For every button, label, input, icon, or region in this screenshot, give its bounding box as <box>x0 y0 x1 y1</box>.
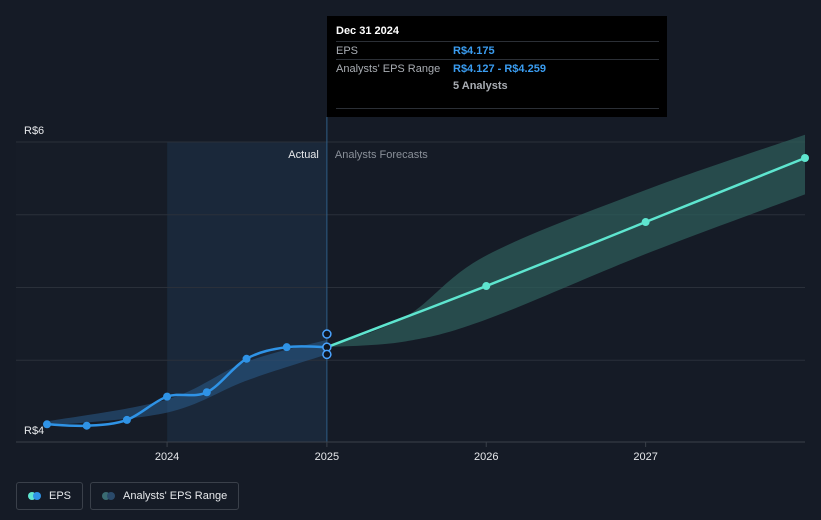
tooltip-value: R$4.175 <box>453 44 495 57</box>
legend-swatch-icon <box>102 492 116 500</box>
eps-range-band-forecast <box>326 134 805 348</box>
x-tick-label: 2025 <box>315 451 339 463</box>
legend-label: EPS <box>49 490 72 502</box>
eps-point <box>242 354 251 363</box>
eps-point <box>282 343 291 352</box>
eps-point <box>202 388 211 397</box>
hover-marker <box>322 329 332 339</box>
x-tick-label: 2027 <box>633 451 657 463</box>
eps-point <box>82 421 91 430</box>
legend-dot <box>33 492 41 500</box>
eps-forecast-point <box>641 218 650 227</box>
tooltip-label: EPS <box>336 44 359 57</box>
eps-forecast-point <box>482 282 491 291</box>
tooltip-label: Analysts' EPS Range <box>336 62 441 75</box>
history-region-shade <box>16 142 168 442</box>
tooltip-value: 5 Analysts <box>453 79 508 92</box>
eps-forecast-line <box>326 156 806 349</box>
y-tick-label: R$6 <box>24 125 44 137</box>
eps-point <box>43 420 51 429</box>
eps-range-band-actual <box>47 339 327 426</box>
legend-label: Analysts' EPS Range <box>123 490 228 502</box>
y-tick-label: R$4 <box>24 425 44 437</box>
eps-forecast-point <box>801 154 809 163</box>
tooltip-row-eps: EPS R$4.175 <box>336 41 659 59</box>
tooltip-row-analysts: 5 Analysts <box>336 77 659 94</box>
legend: EPS Analysts' EPS Range <box>16 482 240 510</box>
forecast-label: Analysts Forecasts <box>335 149 428 161</box>
tooltip-value: R$4.127 - R$4.259 <box>453 62 546 75</box>
x-tick-label: 2026 <box>474 451 498 463</box>
eps-point <box>122 415 131 424</box>
hover-marker <box>322 349 332 360</box>
tooltip-row-range: Analysts' EPS Range R$4.127 - R$4.259 <box>336 59 659 77</box>
actual-label: Actual <box>288 149 319 161</box>
legend-dot <box>102 492 111 500</box>
tooltip: Dec 31 2024 EPS R$4.175 Analysts' EPS Ra… <box>327 16 667 117</box>
legend-swatch-icon <box>28 492 41 500</box>
legend-dot <box>107 492 116 500</box>
legend-dot <box>28 492 36 500</box>
x-tick-label: 2024 <box>155 451 179 463</box>
tooltip-date: Dec 31 2024 <box>336 25 399 37</box>
legend-item-eps-range[interactable]: Analysts' EPS Range <box>90 482 240 510</box>
tooltip-divider <box>336 108 659 109</box>
legend-item-eps[interactable]: EPS <box>16 482 84 510</box>
eps-point <box>163 392 172 401</box>
